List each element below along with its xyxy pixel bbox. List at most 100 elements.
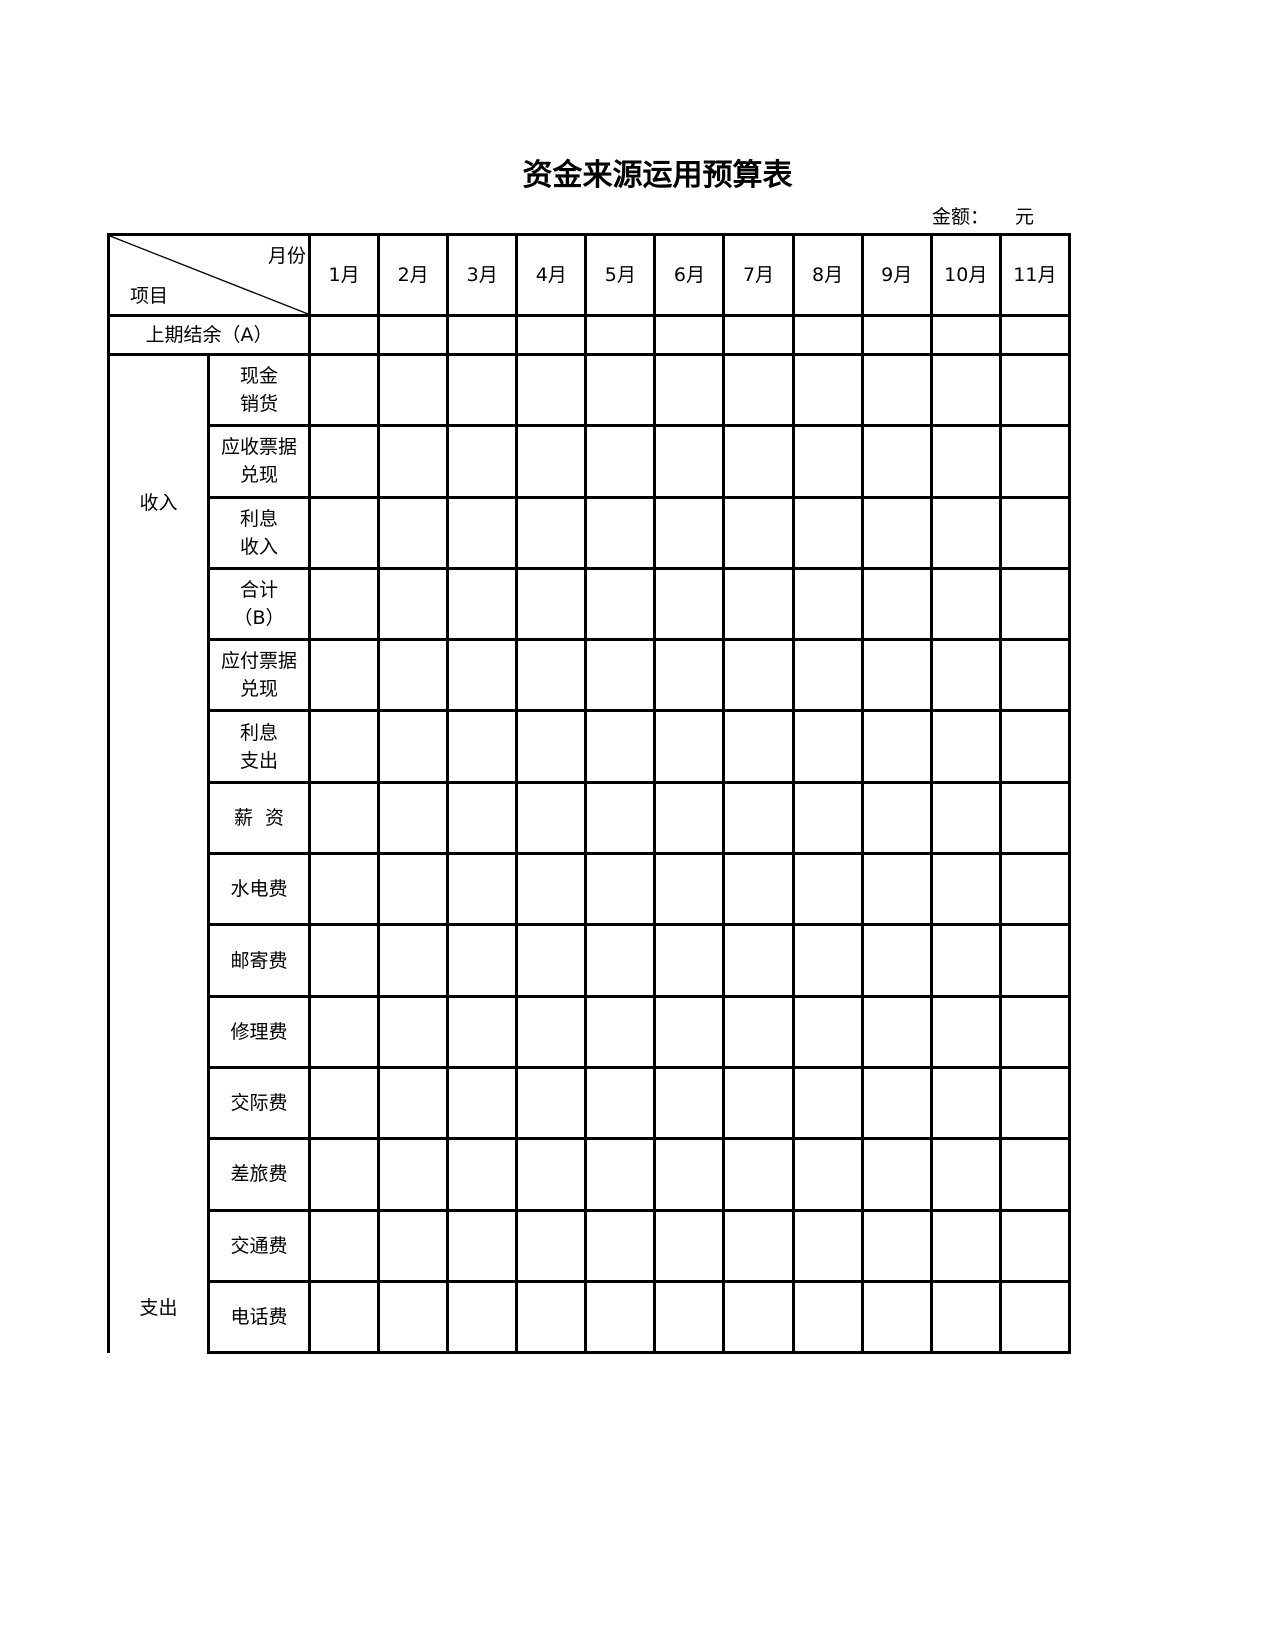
row-7-cell-month-8[interactable] [791, 780, 864, 856]
row-13-cell-month-10[interactable] [929, 1208, 1002, 1283]
row-3-cell-month-11[interactable] [998, 495, 1072, 570]
row-4-cell-month-7[interactable] [722, 566, 795, 642]
row-13-cell-month-5[interactable] [584, 1208, 657, 1283]
row-1-cell-month-5[interactable] [584, 352, 657, 428]
row-6-cell-month-10[interactable] [929, 709, 1002, 784]
row-12-cell-month-1[interactable] [307, 1137, 381, 1212]
row-4-cell-month-4[interactable] [515, 566, 588, 642]
row-11-cell-month-6[interactable] [653, 1065, 726, 1141]
row-6-cell-month-3[interactable] [446, 709, 519, 784]
row-5-cell-month-3[interactable] [446, 638, 519, 713]
row-12-cell-month-3[interactable] [446, 1137, 519, 1212]
row-4-cell-month-2[interactable] [377, 566, 450, 642]
row-12-cell-month-8[interactable] [791, 1137, 864, 1212]
row-11-cell-month-2[interactable] [377, 1065, 450, 1141]
row-4-cell-month-11[interactable] [998, 566, 1072, 642]
row-2-cell-month-7[interactable] [722, 424, 795, 499]
row-8-cell-month-1[interactable] [307, 852, 381, 927]
row-13-cell-month-8[interactable] [791, 1208, 864, 1283]
row-14-cell-month-2[interactable] [377, 1279, 450, 1355]
row-10-cell-month-5[interactable] [584, 994, 657, 1069]
row-14-cell-month-7[interactable] [722, 1279, 795, 1355]
row-14-cell-month-8[interactable] [791, 1279, 864, 1355]
row-2-cell-month-6[interactable] [653, 424, 726, 499]
row-9-cell-month-8[interactable] [791, 923, 864, 998]
row-9-cell-month-4[interactable] [515, 923, 588, 998]
row-13-cell-month-11[interactable] [998, 1208, 1072, 1283]
row-12-cell-month-10[interactable] [929, 1137, 1002, 1212]
row-11-cell-month-1[interactable] [307, 1065, 381, 1141]
row-2-cell-month-5[interactable] [584, 424, 657, 499]
row-7-cell-month-6[interactable] [653, 780, 726, 856]
row-8-cell-month-10[interactable] [929, 852, 1002, 927]
row-8-cell-month-2[interactable] [377, 852, 450, 927]
opening-balance-cell-month-2[interactable] [377, 314, 450, 356]
opening-balance-cell-month-4[interactable] [515, 314, 588, 356]
row-8-cell-month-9[interactable] [860, 852, 933, 927]
row-3-cell-month-2[interactable] [377, 495, 450, 570]
row-12-cell-month-5[interactable] [584, 1137, 657, 1212]
row-13-cell-month-7[interactable] [722, 1208, 795, 1283]
row-4-cell-month-8[interactable] [791, 566, 864, 642]
row-4-cell-month-3[interactable] [446, 566, 519, 642]
row-7-cell-month-5[interactable] [584, 780, 657, 856]
row-13-cell-month-2[interactable] [377, 1208, 450, 1283]
row-1-cell-month-1[interactable] [307, 352, 381, 428]
row-1-cell-month-9[interactable] [860, 352, 933, 428]
row-14-cell-month-3[interactable] [446, 1279, 519, 1355]
row-5-cell-month-10[interactable] [929, 638, 1002, 713]
row-12-cell-month-4[interactable] [515, 1137, 588, 1212]
row-10-cell-month-8[interactable] [791, 994, 864, 1069]
row-11-cell-month-4[interactable] [515, 1065, 588, 1141]
row-3-cell-month-7[interactable] [722, 495, 795, 570]
row-1-cell-month-8[interactable] [791, 352, 864, 428]
row-13-cell-month-6[interactable] [653, 1208, 726, 1283]
row-7-cell-month-7[interactable] [722, 780, 795, 856]
row-12-cell-month-7[interactable] [722, 1137, 795, 1212]
row-12-cell-month-2[interactable] [377, 1137, 450, 1212]
row-2-cell-month-3[interactable] [446, 424, 519, 499]
opening-balance-cell-month-1[interactable] [307, 314, 381, 356]
row-5-cell-month-7[interactable] [722, 638, 795, 713]
row-7-cell-month-9[interactable] [860, 780, 933, 856]
row-8-cell-month-5[interactable] [584, 852, 657, 927]
row-6-cell-month-4[interactable] [515, 709, 588, 784]
row-10-cell-month-3[interactable] [446, 994, 519, 1069]
row-14-cell-month-6[interactable] [653, 1279, 726, 1355]
row-10-cell-month-2[interactable] [377, 994, 450, 1069]
row-1-cell-month-10[interactable] [929, 352, 1002, 428]
row-9-cell-month-5[interactable] [584, 923, 657, 998]
row-7-cell-month-11[interactable] [998, 780, 1072, 856]
row-9-cell-month-11[interactable] [998, 923, 1072, 998]
row-4-cell-month-10[interactable] [929, 566, 1002, 642]
row-8-cell-month-11[interactable] [998, 852, 1072, 927]
row-11-cell-month-9[interactable] [860, 1065, 933, 1141]
row-2-cell-month-1[interactable] [307, 424, 381, 499]
row-5-cell-month-2[interactable] [377, 638, 450, 713]
row-14-cell-month-4[interactable] [515, 1279, 588, 1355]
row-1-cell-month-11[interactable] [998, 352, 1072, 428]
row-1-cell-month-2[interactable] [377, 352, 450, 428]
row-9-cell-month-1[interactable] [307, 923, 381, 998]
opening-balance-cell-month-3[interactable] [446, 314, 519, 356]
row-6-cell-month-9[interactable] [860, 709, 933, 784]
row-1-cell-month-4[interactable] [515, 352, 588, 428]
opening-balance-cell-month-5[interactable] [584, 314, 657, 356]
row-5-cell-month-6[interactable] [653, 638, 726, 713]
row-2-cell-month-2[interactable] [377, 424, 450, 499]
row-8-cell-month-3[interactable] [446, 852, 519, 927]
opening-balance-cell-month-9[interactable] [860, 314, 933, 356]
row-1-cell-month-7[interactable] [722, 352, 795, 428]
row-11-cell-month-11[interactable] [998, 1065, 1072, 1141]
row-12-cell-month-11[interactable] [998, 1137, 1072, 1212]
row-3-cell-month-1[interactable] [307, 495, 381, 570]
row-5-cell-month-5[interactable] [584, 638, 657, 713]
row-8-cell-month-8[interactable] [791, 852, 864, 927]
row-13-cell-month-4[interactable] [515, 1208, 588, 1283]
row-14-cell-month-10[interactable] [929, 1279, 1002, 1355]
row-2-cell-month-9[interactable] [860, 424, 933, 499]
row-5-cell-month-1[interactable] [307, 638, 381, 713]
row-4-cell-month-6[interactable] [653, 566, 726, 642]
row-13-cell-month-1[interactable] [307, 1208, 381, 1283]
row-13-cell-month-9[interactable] [860, 1208, 933, 1283]
